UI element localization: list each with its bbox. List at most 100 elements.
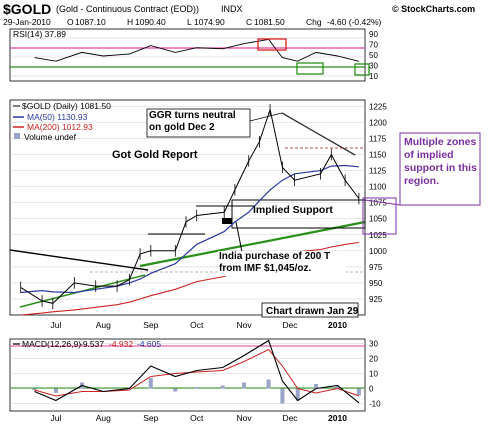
price-tick-label: 950 (369, 279, 383, 288)
macd-histogram-bar (194, 387, 199, 389)
macd-value-2: -4.932 (109, 339, 133, 349)
price-tick-label: 1000 (369, 247, 387, 256)
macd-signal-line (34, 348, 360, 397)
x-axis-label: Aug (96, 320, 111, 330)
ohlc-close-value: 1081.50 (254, 17, 285, 27)
india-annotation-bg (218, 251, 346, 276)
ohlc-close-label: C (246, 17, 253, 27)
x-axis-label: Sep (143, 320, 158, 330)
macd-tick-label: 10 (369, 370, 378, 379)
implied-support-box (231, 199, 366, 229)
x-axis-label: Aug (96, 413, 111, 423)
report-annotation: Got Gold Report (112, 149, 198, 161)
macd-legend: MACD(12,26,9) -9.537 -4.932 -4.605 (13, 339, 161, 349)
exchange-code: INDX (221, 4, 243, 14)
price-tick-label: 1100 (369, 183, 387, 192)
ggr-annotation-box (146, 108, 251, 138)
price-tick-label: 1150 (369, 151, 387, 160)
macd-line (34, 339, 360, 404)
legend-ma200: MA(200) 1012.93 (27, 122, 93, 132)
price-tick-label: 1225 (369, 102, 387, 111)
macd-histogram-bar (266, 379, 271, 389)
stockcharts-watermark: © StockCharts.com (392, 4, 476, 14)
macd-tick-label: 20 (369, 355, 378, 364)
x-axis-label: Jul (50, 413, 61, 423)
ohlc-low-label: L (187, 17, 192, 27)
rsi-tick-label: 70 (369, 41, 378, 50)
rsi-oversold-box-1 (296, 62, 324, 75)
x-axis-label: Sep (143, 413, 158, 423)
x-axis-label: 2010 (328, 413, 347, 423)
macd-label: MACD(12,26,9) (22, 339, 81, 349)
macd-histogram-bar (220, 385, 225, 389)
ggr-annotation: GGR turns neutral on gold Dec 2 (149, 110, 236, 133)
x-axis-label: Oct (190, 320, 204, 330)
symbol-title: $GOLD (3, 1, 52, 17)
macd-value-1: -9.537 (80, 339, 104, 349)
price-tick-label: 1025 (369, 231, 387, 240)
x-axis-label: Nov (237, 413, 253, 423)
x-axis-label: Dec (282, 320, 298, 330)
macd-histogram-bar (242, 382, 247, 389)
x-axis-label: Oct (190, 413, 204, 423)
x-axis-label: 2010 (328, 320, 347, 330)
change-label: Chg (306, 17, 322, 27)
instrument-name: (Gold - Continuous Contract (EOD)) (56, 4, 200, 14)
x-axis-label: Jul (50, 320, 61, 330)
india-pointer-line (235, 221, 243, 253)
india-annotation: India purchase of 200 T from IMF $1,045/… (219, 251, 330, 274)
ggr-annotation-text: GGR turns neutral on gold Dec 2 (149, 110, 236, 133)
macd-axis: 30 20 10 0 -10 (369, 340, 381, 409)
rsi-tick-label: 30 (369, 61, 378, 70)
zones-pointer-line (364, 199, 401, 206)
ohlc-open-value: 1087.10 (75, 17, 106, 27)
legend-price: $GOLD (Daily) 1081.50 (22, 101, 111, 111)
macd-histogram-bar (32, 388, 37, 390)
macd-tick-label: 30 (369, 340, 378, 349)
price-legend: $GOLD (Daily) 1081.50 MA(50) 1130.93 MA(… (13, 101, 111, 142)
ggr-pointer-line (249, 112, 283, 122)
price-tick-label: 1075 (369, 199, 387, 208)
macd-panel (9, 338, 366, 412)
macd-histogram-bar (295, 388, 300, 401)
descending-channel-line (9, 249, 149, 271)
drawn-annotation: Chart drawn Jan 29 (266, 306, 359, 317)
ohlc-open-label: O (67, 17, 74, 27)
quote-date: 29-Jan-2010 (3, 17, 51, 27)
price-tick-label: 925 (369, 295, 383, 304)
macd-histogram-bar (148, 378, 153, 389)
macd-histogram-bar (335, 385, 340, 389)
rsi-overbought-box (257, 38, 287, 51)
macd-histogram-bar (53, 388, 58, 393)
price-tick-label: 1175 (369, 135, 387, 144)
chart-header: $GOLD (Gold - Continuous Contract (EOD))… (0, 0, 495, 28)
ohlc-high-label: H (127, 17, 134, 27)
x-axis-label: Nov (237, 320, 253, 330)
x-axis-label: Dec (282, 413, 298, 423)
zones-annotation-box (399, 132, 481, 206)
macd-value-3: -4.605 (137, 339, 161, 349)
implied-support-label: Implied Support (253, 204, 333, 216)
price-bars (20, 103, 360, 310)
macd-x-axis: Jul Aug Sep Oct Nov Dec 2010 (50, 413, 347, 423)
macd-tick-label: 0 (369, 385, 374, 394)
ohlc-low-value: 1074.90 (194, 17, 225, 27)
macd-tick-label: -10 (369, 400, 381, 409)
legend-ma50: MA(50) 1130.93 (27, 112, 88, 122)
rsi-tick-label: 50 (369, 51, 378, 60)
price-tick-label: 1050 (369, 215, 387, 224)
ohlc-high-value: 1090.40 (135, 17, 166, 27)
macd-histogram-bar (173, 388, 178, 392)
legend-volume: Volume undef (24, 132, 77, 142)
price-tick-label: 975 (369, 263, 383, 272)
rsi-panel (9, 28, 366, 82)
change-value: -4.60 (-0.42%) (327, 17, 382, 27)
zones-annotation: Multiple zones of implied support in thi… (404, 136, 477, 187)
main-uptrend-line (139, 220, 366, 268)
ma50-line (20, 164, 359, 294)
legend-volume-swatch (14, 133, 20, 139)
zones-bracket (362, 197, 397, 235)
macd-histogram-bar (356, 388, 361, 396)
drawn-annotation-box (261, 302, 359, 318)
